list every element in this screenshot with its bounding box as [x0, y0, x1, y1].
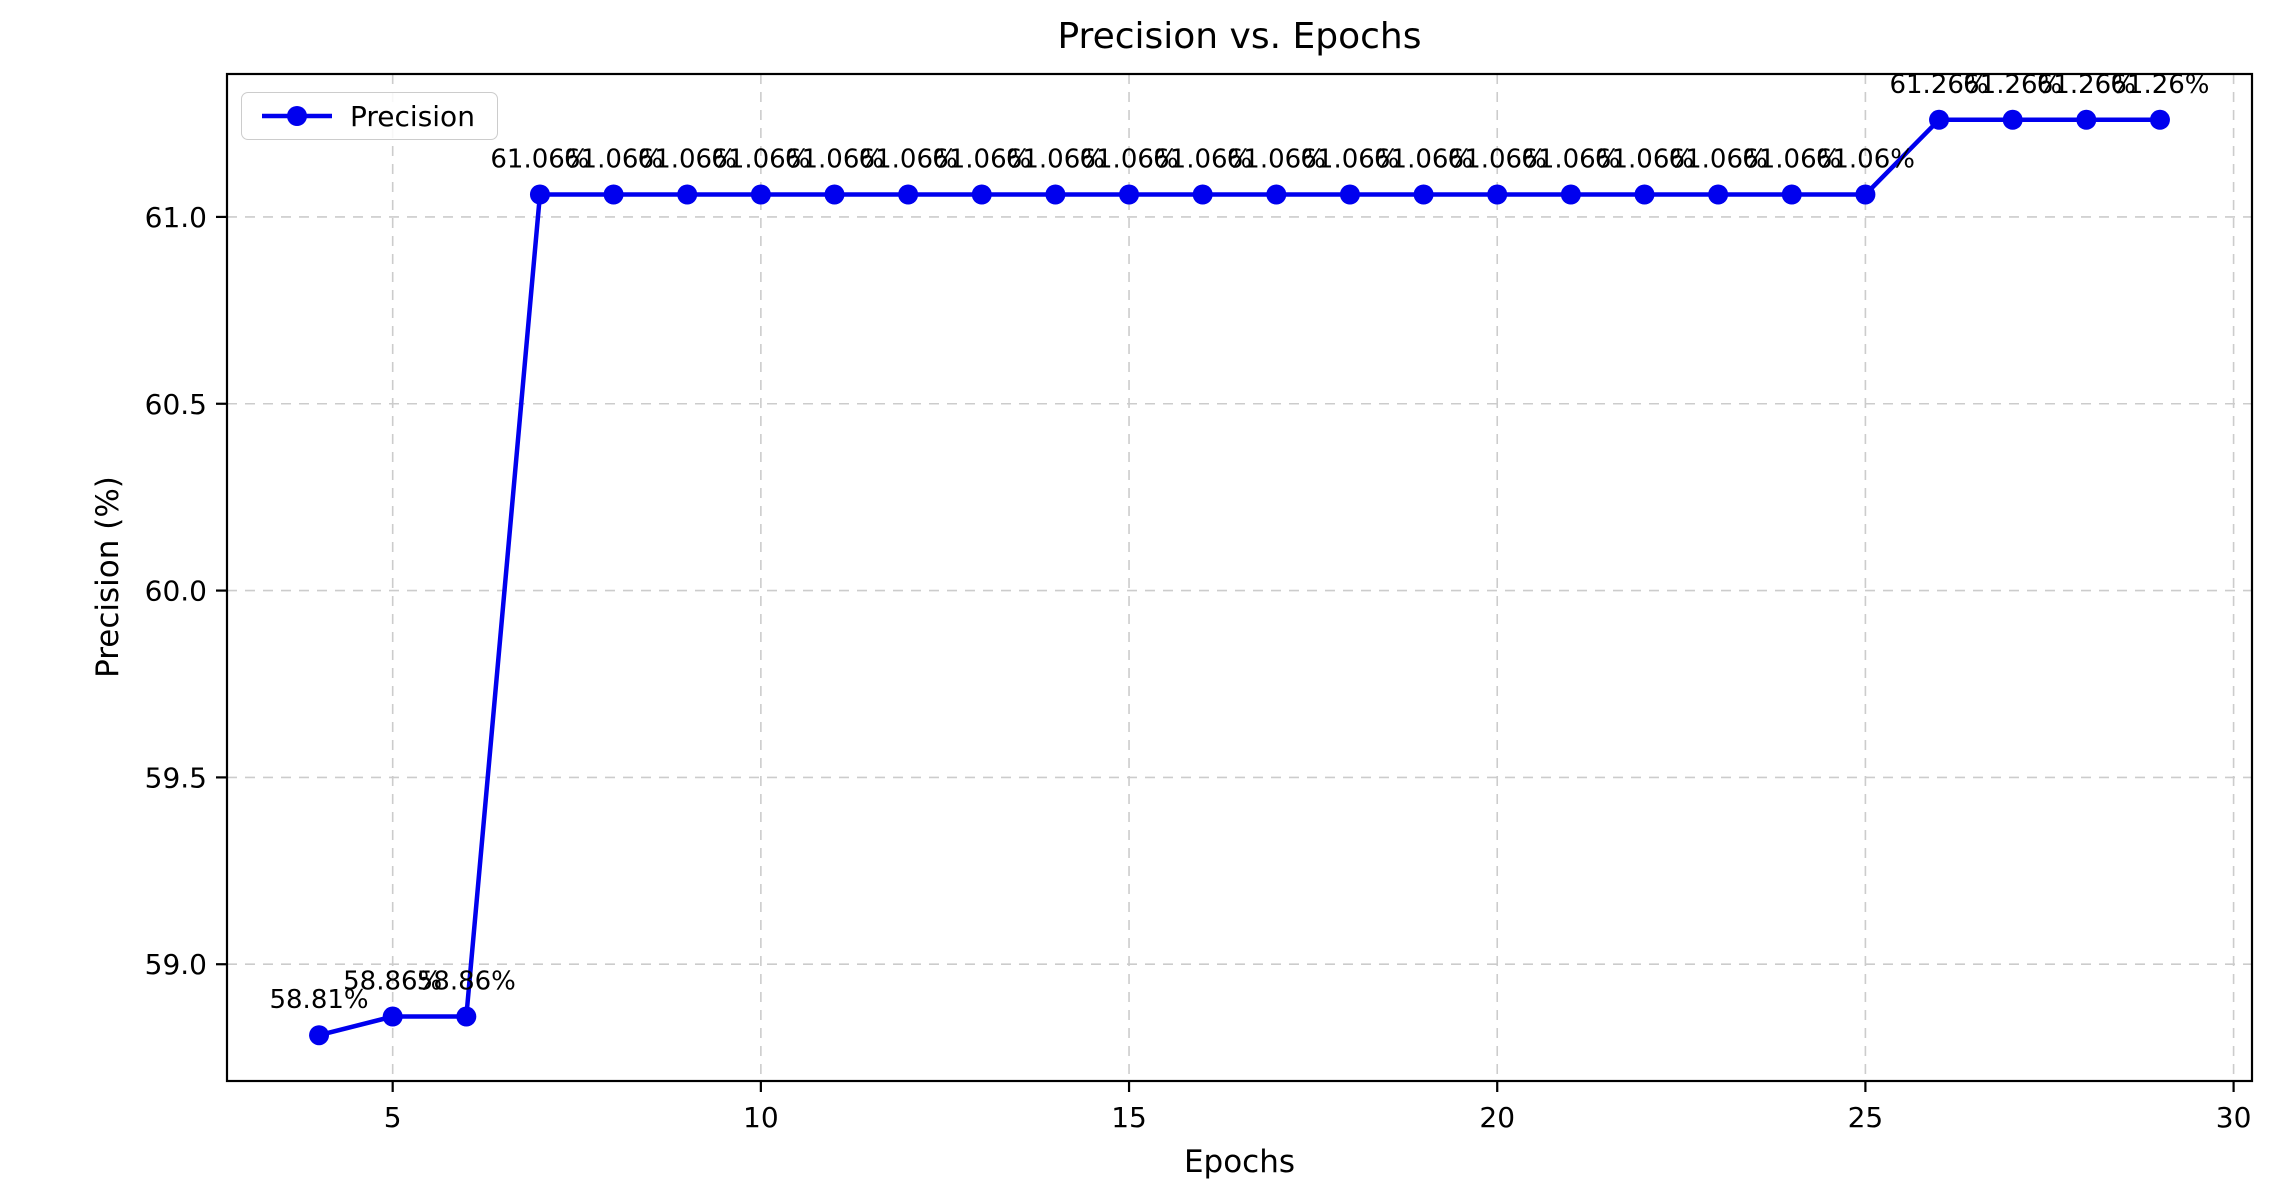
data-point [1339, 184, 1360, 205]
data-point [309, 1025, 330, 1046]
x-tick-label: 20 [1479, 1101, 1515, 1134]
data-point-label: 61.06% [1153, 145, 1252, 175]
data-point [603, 184, 624, 205]
precision-line [316, 117, 2163, 1038]
data-point-label: 61.06% [1300, 145, 1399, 175]
y-axis-label: Precision (%) [90, 476, 126, 678]
data-point-label: 61.06% [1669, 145, 1768, 175]
data-point [2002, 109, 2023, 130]
data-point-label: 61.06% [711, 145, 810, 175]
data-point-label: 61.06% [1816, 145, 1915, 175]
data-point-label: 61.06% [932, 145, 1031, 175]
y-tick-label: 59.0 [145, 948, 207, 981]
data-point-label: 61.06% [1742, 145, 1841, 175]
data-point [1560, 184, 1581, 205]
x-tick-label: 10 [743, 1101, 779, 1134]
data-point [898, 184, 919, 205]
data-point-label: 61.06% [638, 145, 737, 175]
data-point-label: 61.06% [1006, 145, 1105, 175]
chart-title: Precision vs. Epochs [1057, 16, 1422, 57]
data-point-label: 61.06% [1521, 145, 1620, 175]
data-point-label: 61.06% [1448, 145, 1547, 175]
data-point [1855, 184, 1876, 205]
data-point [971, 184, 992, 205]
data-point-label: 61.26% [1889, 70, 1988, 100]
data-point [1781, 184, 1802, 205]
data-point-label: 61.06% [785, 145, 884, 175]
data-point-label: 61.26% [2037, 70, 2136, 100]
data-point-label: 58.86% [417, 967, 516, 997]
data-point [1045, 184, 1066, 205]
axes-spines [225, 72, 2254, 1083]
data-point [382, 1006, 403, 1027]
data-point-label: 61.26% [1963, 70, 2062, 100]
data-point-label: 58.81% [269, 985, 368, 1015]
data-point [1634, 184, 1655, 205]
data-point-label: 61.06% [1374, 145, 1473, 175]
y-tick-label: 59.5 [145, 761, 207, 794]
data-point [2076, 109, 2097, 130]
data-point-label: 61.26% [2110, 70, 2209, 100]
data-point-label: 61.06% [859, 145, 958, 175]
legend-entry-precision: Precision [350, 99, 475, 133]
y-tick-label: 60.0 [145, 575, 207, 608]
data-point-label: 61.06% [564, 145, 663, 175]
data-point [1192, 184, 1213, 205]
legend: Precision [241, 92, 498, 140]
x-tick-label: 30 [2216, 1101, 2252, 1134]
data-point [2149, 109, 2170, 130]
data-point [677, 184, 698, 205]
data-point [529, 184, 550, 205]
data-point [1487, 184, 1508, 205]
x-tick-label: 5 [384, 1101, 402, 1134]
x-tick-label: 25 [1848, 1101, 1884, 1134]
y-tick-label: 61.0 [145, 201, 207, 234]
data-point [1266, 184, 1287, 205]
data-point [1119, 184, 1140, 205]
data-point [824, 184, 845, 205]
data-point [750, 184, 771, 205]
x-tick-label: 15 [1111, 1101, 1147, 1134]
data-point [1929, 109, 1950, 130]
data-point [1413, 184, 1434, 205]
x-axis-label: Epochs [1183, 1144, 1296, 1180]
data-point [1708, 184, 1729, 205]
legend-line-marker-icon [262, 106, 332, 126]
y-tick-label: 60.5 [145, 388, 207, 421]
data-point-label: 61.06% [490, 145, 589, 175]
data-point-label: 61.06% [1227, 145, 1326, 175]
data-point [456, 1006, 477, 1027]
data-point-label: 61.06% [1079, 145, 1178, 175]
data-point-label: 61.06% [1595, 145, 1694, 175]
data-point-label: 58.86% [343, 967, 442, 997]
